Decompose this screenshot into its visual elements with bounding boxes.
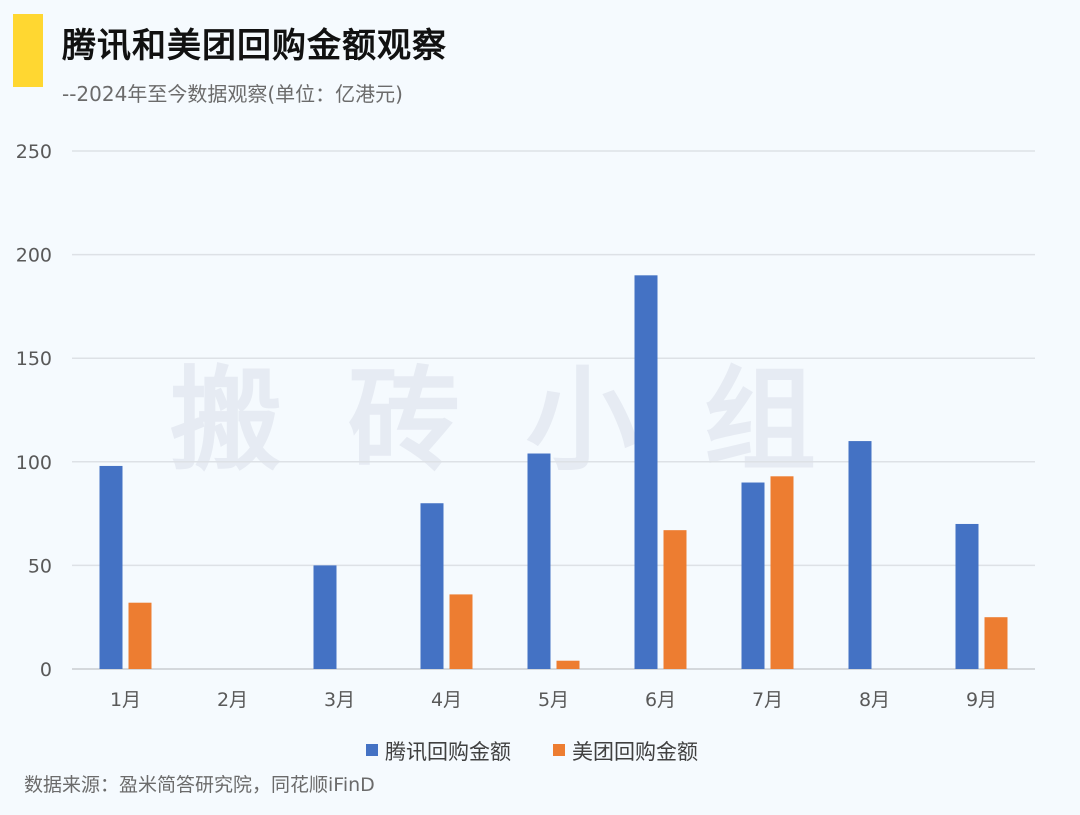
bar-tencent <box>741 482 765 669</box>
bar-meituan <box>449 594 473 669</box>
page-subtitle: --2024年至今数据观察(单位：亿港元) <box>62 82 403 106</box>
x-axis-ticks: 1月 2月 3月 4月 5月 6月 7月 8月 9月 <box>110 689 997 711</box>
legend-label: 美团回购金额 <box>572 740 698 764</box>
legend-swatch <box>366 744 378 756</box>
bar-tencent <box>848 441 872 669</box>
bar-tencent <box>955 523 979 669</box>
x-tick-label: 6月 <box>645 689 676 711</box>
bar-tencent <box>99 465 123 669</box>
x-tick-label: 9月 <box>966 689 997 711</box>
y-tick-label: 150 <box>16 348 52 370</box>
page-title: 腾讯和美团回购金额观察 <box>62 26 447 66</box>
legend-swatch <box>553 744 565 756</box>
x-tick-label: 1月 <box>110 689 141 711</box>
y-tick-label: 50 <box>28 555 52 577</box>
bar-tencent <box>634 275 658 669</box>
y-tick-label: 250 <box>16 141 52 163</box>
bar-meituan <box>128 602 152 669</box>
legend-label: 腾讯回购金额 <box>385 740 511 764</box>
x-tick-label: 7月 <box>752 689 783 711</box>
bar-meituan <box>984 617 1008 669</box>
title-accent-bar <box>13 14 43 87</box>
y-tick-label: 100 <box>16 452 52 474</box>
grid-lines <box>72 150 1035 670</box>
x-tick-label: 2月 <box>217 689 248 711</box>
watermark: 搬砖小组 <box>170 356 882 486</box>
y-tick-label: 200 <box>16 245 52 267</box>
x-tick-label: 8月 <box>859 689 890 711</box>
bar-meituan <box>556 660 580 669</box>
bar-meituan <box>663 530 687 669</box>
y-axis-ticks: 0 50 100 150 200 250 <box>16 141 52 681</box>
bar-tencent <box>313 565 337 669</box>
x-tick-label: 3月 <box>324 689 355 711</box>
bar-tencent <box>420 503 444 669</box>
x-tick-label: 4月 <box>431 689 462 711</box>
bar-meituan <box>770 476 794 669</box>
legend: 腾讯回购金额 美团回购金额 <box>366 740 698 764</box>
bar-tencent <box>527 453 551 669</box>
bars <box>99 275 1008 669</box>
data-source-note: 数据来源：盈米简答研究院，同花顺iFinD <box>24 774 375 796</box>
y-tick-label: 0 <box>40 659 52 681</box>
x-tick-label: 5月 <box>538 689 569 711</box>
